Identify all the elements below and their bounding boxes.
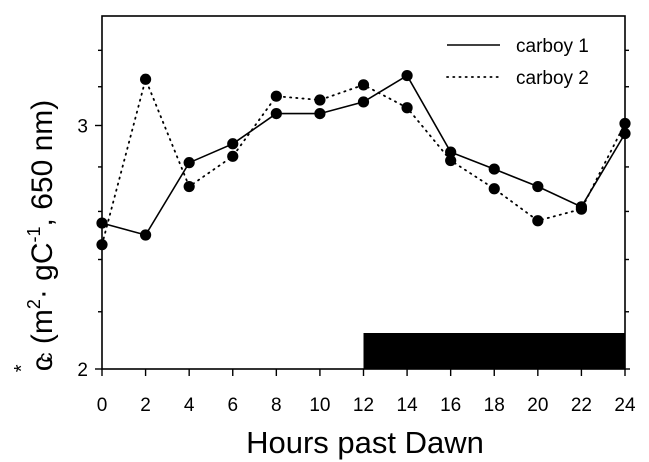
data-point-series-1-x6: [227, 138, 239, 150]
y-axis-exp-2: 2: [24, 299, 44, 309]
x-tick-label: 2: [140, 395, 151, 416]
data-point-series-2-x16: [445, 154, 457, 167]
y-axis-tail: , 650 nm): [26, 100, 59, 227]
y-axis-title: c*c (m2· gC-1, 650 nm): [11, 100, 59, 373]
x-tick-label: 24: [614, 395, 636, 416]
x-tick-label: 8: [271, 395, 282, 416]
data-point-series-2-x2: [139, 73, 152, 85]
legend-label-carboy-1: carboy 1: [516, 36, 589, 57]
x-axis-title: Hours past Dawn: [246, 425, 484, 460]
x-tick-label: 22: [571, 395, 592, 416]
data-point-series-2-x8: [270, 90, 282, 102]
y-tick-label: 3: [77, 116, 88, 137]
dark-period-bar: [363, 333, 625, 369]
data-point-series-2-x22: [575, 203, 588, 215]
y-tick-label: 2: [77, 360, 88, 381]
data-point-series-2-x10: [314, 94, 326, 106]
x-tick-label: 14: [397, 395, 419, 416]
data-point-series-2-x6: [227, 150, 239, 162]
dark-period-layer: [363, 333, 625, 369]
data-point-series-1-x20: [532, 180, 544, 193]
data-point-series-2-x4: [183, 180, 195, 193]
y-axis-subscript: c: [35, 352, 57, 362]
y-axis-superscript: *: [11, 364, 33, 372]
data-point-series-1-x14: [401, 69, 413, 82]
x-tick-label: 4: [184, 395, 195, 416]
y-axis-symbol: c: [26, 356, 59, 371]
series-points: [96, 69, 631, 251]
data-point-series-2-x24: [619, 117, 631, 130]
data-point-series-1-x2: [139, 229, 152, 241]
data-point-series-1-x8: [270, 108, 282, 120]
legend: carboy 1 carboy 2: [446, 36, 589, 89]
data-point-series-1-x16: [445, 146, 457, 158]
y-axis-open-paren: (m: [26, 309, 59, 352]
data-point-series-1-x4: [183, 157, 195, 169]
x-tick-label: 18: [484, 395, 505, 416]
data-point-series-2-x14: [401, 102, 413, 114]
x-tick-label: 6: [227, 395, 238, 416]
data-point-series-2-x0: [96, 239, 108, 251]
x-tick-label: 16: [440, 395, 461, 416]
x-tick-label: 0: [97, 395, 108, 416]
data-point-series-1-x0: [96, 217, 108, 229]
data-point-series-1-x12: [357, 96, 370, 108]
data-point-series-1-x10: [314, 108, 326, 120]
x-tick-label: 20: [527, 395, 548, 416]
x-tick-label: 12: [353, 395, 374, 416]
data-point-series-2-x18: [488, 183, 500, 195]
data-point-series-2-x20: [532, 215, 544, 227]
y-axis-exp-neg1: -1: [24, 226, 44, 242]
legend-label-carboy-2: carboy 2: [516, 68, 589, 89]
data-point-series-1-x24: [619, 127, 631, 140]
x-tick-label: 10: [309, 395, 330, 416]
data-point-series-2-x12: [357, 79, 370, 91]
data-point-series-1-x18: [488, 163, 500, 175]
y-axis-middle: · gC: [26, 242, 59, 299]
